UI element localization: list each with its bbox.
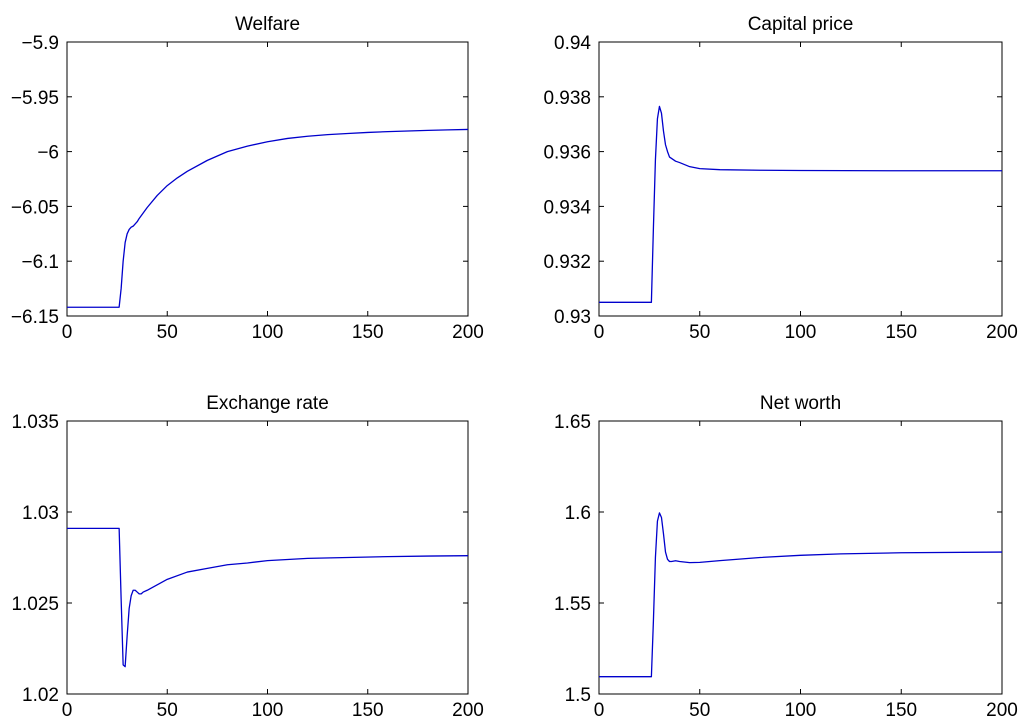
panel-1-series-line bbox=[67, 128, 469, 308]
panel-4-title: Net worth bbox=[760, 393, 841, 414]
panel-4-xtick-label: 100 bbox=[785, 700, 817, 721]
panel-2-ytick-label: 0.936 bbox=[543, 143, 591, 164]
panel-2-ytick-label: 0.932 bbox=[543, 252, 591, 273]
panel-2: Capital price 0 50 100 150 200 0.93 0.932 0.934 0… bbox=[543, 14, 1017, 343]
panel-3: Exchange rate 0 50 100 150 200 1.02 1.025 1.03 1.… bbox=[11, 393, 483, 721]
panel-1-xtick-label: 150 bbox=[352, 322, 384, 343]
panel-1-ytick-label: −6.15 bbox=[11, 307, 59, 328]
panel-3-ytick-label: 1.025 bbox=[11, 594, 59, 615]
panel-3-ytick-label: 1.03 bbox=[22, 503, 59, 524]
panel-4-ytick-label: 1.6 bbox=[565, 503, 591, 524]
panel-4-xtick-label: 200 bbox=[986, 700, 1018, 721]
panel-4: Net worth 0 50 100 150 200 1.5 1.55 1.6 1.65 bbox=[554, 393, 1018, 721]
panel-1-xtick-label: 50 bbox=[157, 322, 178, 343]
panel-2-xtick-label: 150 bbox=[885, 322, 917, 343]
panel-2-ytick-label: 0.94 bbox=[554, 33, 591, 54]
panel-3-title: Exchange rate bbox=[206, 393, 329, 414]
panel-2-ytick-label: 0.938 bbox=[543, 88, 591, 109]
panel-3-ytick-label: 1.02 bbox=[22, 685, 59, 706]
panel-4-series-line bbox=[599, 512, 1003, 678]
panel-4-xtick-label: 0 bbox=[594, 700, 605, 721]
panel-1-ytick-label: −6.05 bbox=[11, 197, 59, 218]
panel-2-xtick-label: 50 bbox=[689, 322, 710, 343]
panel-4-ytick-label: 1.65 bbox=[554, 412, 591, 433]
panel-3-xtick-label: 50 bbox=[157, 700, 178, 721]
panel-3-axes-box bbox=[66, 420, 469, 695]
panel-3-series-line bbox=[67, 527, 469, 668]
panel-1-ytick-label: −5.9 bbox=[21, 33, 59, 54]
panel-4-ytick-label: 1.5 bbox=[565, 685, 591, 706]
panel-4-axes-box bbox=[598, 420, 1003, 695]
panel-2-series-line bbox=[599, 105, 1002, 303]
panel-4-ytick-label: 1.55 bbox=[554, 594, 591, 615]
panel-3-xtick-label: 100 bbox=[252, 700, 284, 721]
panel-3-xtick-label: 150 bbox=[352, 700, 384, 721]
panel-1-ytick-label: −6 bbox=[37, 143, 59, 164]
panel-3-xtick-label: 0 bbox=[62, 700, 73, 721]
panel-1: Welfare 0 50 100 150 200 −6.15 −6.1 −6.05 −6 −5.95… bbox=[11, 14, 484, 343]
panel-1-xtick-label: 200 bbox=[452, 322, 484, 343]
panel-1-ytick-label: −6.1 bbox=[21, 252, 59, 273]
panel-2-xtick-label: 0 bbox=[594, 322, 605, 343]
panel-4-xtick-label: 50 bbox=[689, 700, 710, 721]
panel-3-ytick-label: 1.035 bbox=[11, 412, 59, 433]
panel-2-axes-box bbox=[598, 41, 1003, 317]
panel-1-title: Welfare bbox=[235, 14, 300, 35]
panel-2-xtick-label: 100 bbox=[785, 322, 817, 343]
panel-2-title: Capital price bbox=[748, 14, 854, 35]
panel-1-ytick-label: −5.95 bbox=[11, 88, 59, 109]
panel-3-xtick-label: 200 bbox=[452, 700, 484, 721]
panel-2-ytick-label: 0.93 bbox=[554, 307, 591, 328]
panel-4-xtick-label: 150 bbox=[885, 700, 917, 721]
panel-2-ytick-label: 0.934 bbox=[543, 197, 591, 218]
panel-1-axes-box bbox=[66, 41, 469, 317]
panel-1-xtick-label: 0 bbox=[62, 322, 73, 343]
panel-1-xtick-label: 100 bbox=[252, 322, 284, 343]
panel-2-xtick-label: 200 bbox=[986, 322, 1018, 343]
